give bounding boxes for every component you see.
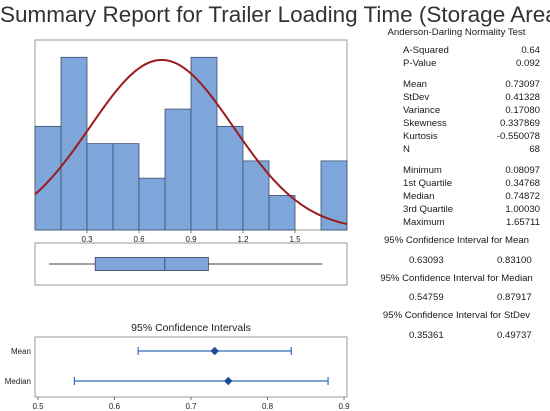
ci-median-lower: 0.54759 bbox=[409, 292, 444, 303]
ci-tick-label: 0.7 bbox=[185, 402, 197, 411]
ci-tick-label: 0.8 bbox=[262, 402, 274, 411]
histogram-bar bbox=[86, 143, 114, 231]
skewness-value: 0.337869 bbox=[499, 118, 540, 129]
minimum-label: Minimum bbox=[403, 165, 442, 176]
histogram-bar bbox=[164, 108, 192, 231]
histogram-bar bbox=[190, 56, 218, 231]
histogram-tick-label: 0.3 bbox=[81, 235, 93, 244]
ci-x-ticks: 0.5 0.6 0.7 0.8 0.9 bbox=[32, 397, 350, 411]
variance-value: 0.17080 bbox=[505, 105, 540, 116]
normal-curve bbox=[34, 58, 348, 225]
third-quartile-value: 1.00030 bbox=[505, 204, 540, 215]
histogram-bar bbox=[138, 177, 166, 231]
ci-panel bbox=[34, 336, 348, 398]
histogram-tick-label: 1.5 bbox=[289, 235, 301, 244]
minimum-value: 0.08097 bbox=[505, 165, 540, 176]
skewness-label: Skewness bbox=[403, 118, 447, 129]
histogram-x-ticks: 0.3 0.6 0.9 1.2 1.5 bbox=[81, 230, 301, 244]
ci-tick-label: 0.5 bbox=[32, 402, 44, 411]
ci-stdev-header: 95% Confidence Interval for StDev bbox=[382, 310, 531, 321]
kurtosis-value: -0.550078 bbox=[496, 131, 540, 142]
histogram-tick-label: 1.2 bbox=[237, 235, 249, 244]
maximum-value: 1.65711 bbox=[506, 217, 540, 228]
ci-mean-upper: 0.83100 bbox=[497, 255, 532, 266]
a-squared-label: A-Squared bbox=[403, 45, 449, 56]
median-value: 0.74872 bbox=[505, 191, 540, 202]
histogram-tick-label: 0.9 bbox=[185, 235, 197, 244]
a-squared-value: 0.64 bbox=[521, 45, 540, 56]
mean-value: 0.73097 bbox=[505, 79, 540, 90]
maximum-label: Maximum bbox=[403, 217, 445, 228]
histogram-tick-label: 0.6 bbox=[133, 235, 145, 244]
third-quartile-label: 3rd Quartile bbox=[403, 204, 454, 215]
stdev-value: 0.41328 bbox=[505, 92, 540, 103]
ci-stdev-lower: 0.35361 bbox=[409, 330, 444, 341]
normality-test-header: Anderson-Darling Normality Test bbox=[387, 27, 526, 38]
boxplot bbox=[49, 257, 323, 271]
histogram-bar bbox=[60, 56, 88, 231]
ci-plot: Mean Median bbox=[5, 346, 329, 386]
ci-center-point bbox=[224, 376, 233, 386]
ci-center-point bbox=[210, 346, 219, 356]
first-quartile-label: 1st Quartile bbox=[403, 178, 453, 189]
ci-row-label: Mean bbox=[11, 347, 31, 356]
ci-plot-title: 95% Confidence Intervals bbox=[131, 322, 251, 334]
ci-tick-label: 0.6 bbox=[109, 402, 121, 411]
n-label: N bbox=[403, 144, 410, 155]
median-label: Median bbox=[403, 191, 435, 202]
n-value: 68 bbox=[529, 144, 540, 155]
mean-label: Mean bbox=[403, 79, 427, 90]
first-quartile-value: 0.34768 bbox=[505, 178, 540, 189]
report-title: Summary Report for Trailer Loading Time … bbox=[0, 2, 550, 27]
ci-mean-header: 95% Confidence Interval for Mean bbox=[383, 235, 530, 246]
p-value-label: P-Value bbox=[403, 58, 437, 69]
stdev-label: StDev bbox=[403, 92, 430, 103]
p-value-value: 0.092 bbox=[515, 58, 540, 69]
ci-row-label: Median bbox=[5, 377, 31, 386]
ci-median-header: 95% Confidence Interval for Median bbox=[380, 273, 533, 284]
histogram-bars bbox=[34, 56, 348, 231]
histogram-bar bbox=[112, 143, 140, 231]
ci-tick-label: 0.9 bbox=[338, 402, 350, 411]
histogram-bar bbox=[268, 195, 296, 231]
ci-median-upper: 0.87917 bbox=[497, 292, 532, 303]
histogram-bar bbox=[242, 160, 270, 231]
ci-stdev-upper: 0.49737 bbox=[497, 330, 532, 341]
histogram-bar bbox=[34, 125, 62, 231]
kurtosis-label: Kurtosis bbox=[403, 131, 438, 142]
boxplot-box bbox=[94, 257, 209, 271]
variance-label: Variance bbox=[403, 105, 441, 116]
histogram-bar bbox=[216, 125, 244, 231]
ci-mean-lower: 0.63093 bbox=[409, 255, 444, 266]
